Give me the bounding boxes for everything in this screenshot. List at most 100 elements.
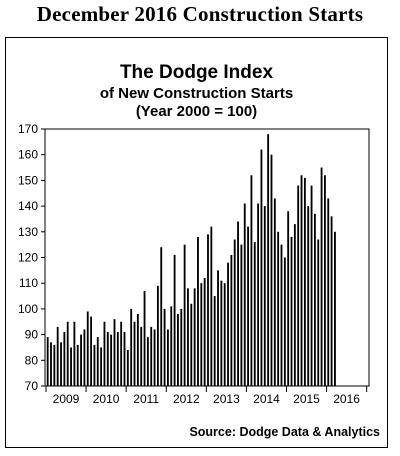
- data-bar: [263, 206, 266, 386]
- data-bar: [170, 306, 173, 386]
- data-bar: [243, 203, 246, 386]
- chart-title: The Dodge Index: [119, 62, 274, 83]
- data-bar: [310, 185, 313, 386]
- data-bar: [143, 290, 146, 386]
- data-bar: [73, 321, 76, 386]
- data-bar: [120, 321, 123, 386]
- data-bar: [100, 347, 103, 386]
- data-bar: [76, 344, 79, 386]
- data-bar: [293, 224, 296, 386]
- data-bar: [156, 285, 159, 386]
- y-tick-label: 130: [18, 225, 38, 239]
- data-bar: [233, 239, 236, 386]
- data-bar: [217, 270, 219, 386]
- y-tick-label: 150: [18, 173, 38, 187]
- data-bar: [150, 326, 153, 386]
- data-bar: [197, 236, 199, 386]
- data-bar: [267, 134, 270, 386]
- data-bar: [70, 347, 72, 386]
- data-bar: [130, 308, 133, 386]
- data-bar: [213, 296, 216, 386]
- source-note: Source: Dodge Data & Analytics: [189, 425, 380, 439]
- x-year-label: 2013: [213, 392, 240, 406]
- data-bar: [53, 344, 56, 386]
- data-bar: [193, 288, 196, 386]
- x-year-label: 2009: [53, 392, 80, 406]
- data-bar: [133, 321, 136, 386]
- data-bar: [280, 244, 283, 386]
- data-bar: [290, 236, 293, 386]
- data-bar: [334, 231, 336, 386]
- data-bar: [126, 350, 129, 386]
- data-bar: [106, 332, 109, 386]
- data-bar: [257, 203, 260, 386]
- data-bar: [50, 342, 52, 386]
- x-year-label: 2011: [133, 392, 159, 406]
- data-bar: [200, 283, 203, 386]
- data-bar: [323, 175, 326, 386]
- data-bar: [270, 154, 273, 386]
- data-bar: [203, 278, 206, 386]
- data-bar: [230, 254, 233, 386]
- data-bar: [190, 303, 193, 386]
- y-tick-label: 110: [19, 276, 38, 290]
- y-tick-label: 140: [18, 199, 38, 213]
- data-bar: [223, 283, 226, 386]
- data-bar: [253, 242, 256, 386]
- data-bar: [320, 167, 323, 386]
- data-bar: [66, 321, 69, 386]
- data-bar: [96, 337, 99, 386]
- data-bar: [183, 244, 186, 386]
- data-bar: [287, 211, 290, 386]
- data-bar: [240, 244, 243, 386]
- data-bar: [116, 332, 119, 386]
- data-bar: [146, 337, 149, 386]
- x-year-label: 2012: [173, 392, 200, 406]
- data-bar: [247, 226, 249, 386]
- data-bar: [153, 329, 156, 386]
- data-bar: [283, 257, 286, 386]
- data-bar: [180, 308, 183, 386]
- page-header: December 2016 Construction Starts: [36, 2, 364, 26]
- data-bar: [303, 177, 306, 386]
- data-bar: [63, 332, 66, 386]
- x-year-label: 2014: [253, 392, 280, 406]
- y-tick-label: 100: [18, 302, 38, 316]
- data-bar: [173, 254, 176, 386]
- y-tick-label: 120: [18, 251, 38, 265]
- chart-subtitle-base-year: (Year 2000 = 100): [135, 103, 258, 120]
- data-bar: [90, 316, 93, 386]
- y-tick-label: 160: [18, 148, 38, 162]
- data-bar: [297, 185, 300, 386]
- data-bar: [237, 221, 239, 386]
- data-bar: [177, 314, 179, 386]
- data-bar: [207, 234, 209, 386]
- chart-subtitle: of New Construction Starts: [99, 85, 294, 102]
- data-bar: [140, 326, 143, 386]
- data-bar: [123, 332, 126, 386]
- data-bar: [110, 334, 113, 386]
- data-bar: [86, 311, 89, 386]
- data-bar: [167, 329, 169, 386]
- data-bar: [80, 334, 82, 386]
- data-bar: [83, 329, 86, 386]
- x-year-label: 2016: [333, 392, 360, 406]
- data-bar: [273, 198, 276, 386]
- data-bar: [46, 337, 49, 386]
- data-bar: [220, 280, 223, 386]
- x-year-label: 2015: [293, 392, 320, 406]
- data-bar: [317, 239, 320, 386]
- data-bar: [93, 344, 96, 386]
- data-bar: [56, 326, 59, 386]
- data-bar: [300, 175, 303, 386]
- data-bar: [227, 262, 229, 386]
- y-tick-label: 80: [25, 353, 39, 367]
- x-year-label: 2010: [93, 392, 120, 406]
- data-bar: [160, 247, 163, 386]
- data-bar: [113, 319, 116, 386]
- y-tick-label: 90: [25, 328, 39, 342]
- data-bar: [60, 342, 62, 386]
- data-bar: [277, 231, 280, 386]
- data-bar: [307, 206, 310, 386]
